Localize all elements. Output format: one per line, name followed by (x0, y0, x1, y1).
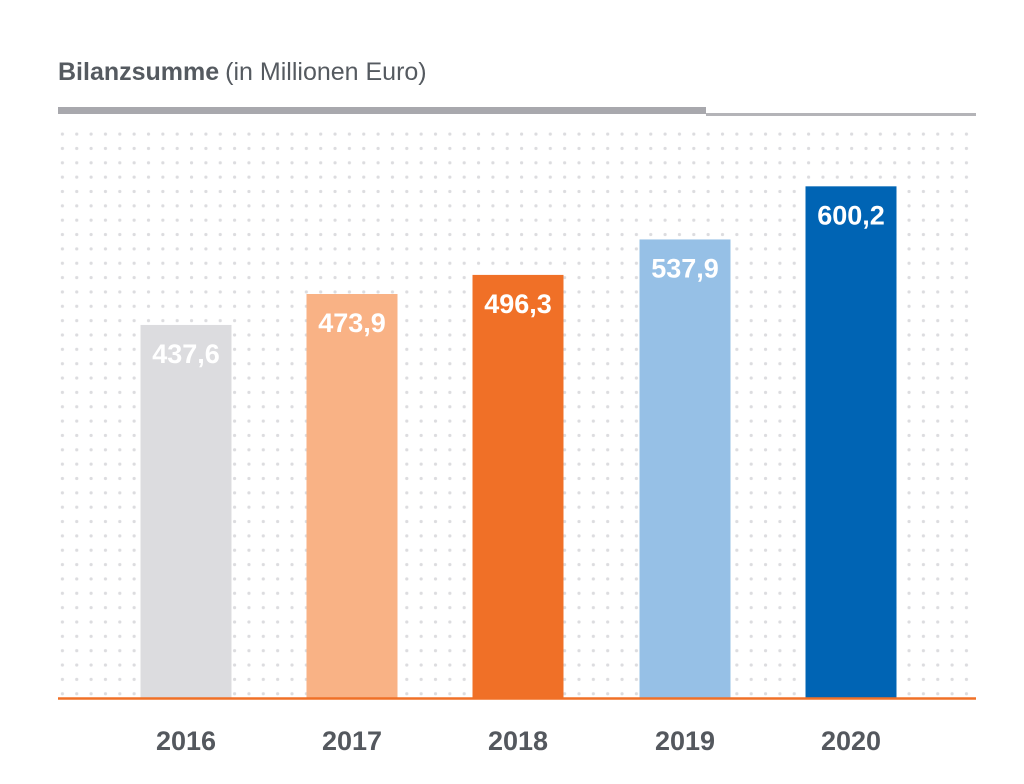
chart-title-block: Bilanzsumme (in Millionen Euro) (58, 58, 427, 87)
title-rule-light (706, 113, 976, 116)
bar-2017 (306, 294, 398, 698)
bar-2016 (140, 324, 232, 698)
category-labels-group: 2016 2017 2018 2019 2020 (156, 726, 881, 756)
bar-value-label-2017: 473,9 (318, 308, 386, 338)
bar-2018 (472, 274, 564, 698)
bar-2019 (639, 239, 731, 698)
bars-group: 437,6 473,9 496,3 537,9 600,2 (140, 186, 897, 698)
category-label-2017: 2017 (322, 726, 382, 756)
category-label-2018: 2018 (488, 726, 548, 756)
category-label-2020: 2020 (821, 726, 881, 756)
bar-2020 (805, 186, 897, 698)
bar-value-label-2016: 437,6 (152, 339, 220, 369)
chart-subtitle: (in Millionen Euro) (225, 58, 427, 86)
category-label-2016: 2016 (156, 726, 216, 756)
chart-title: Bilanzsumme (58, 58, 220, 86)
bar-value-label-2020: 600,2 (817, 200, 885, 230)
category-label-2019: 2019 (655, 726, 715, 756)
bar-value-label-2018: 496,3 (484, 289, 552, 319)
title-rule-dark (58, 107, 706, 114)
bar-value-label-2019: 537,9 (651, 253, 719, 283)
